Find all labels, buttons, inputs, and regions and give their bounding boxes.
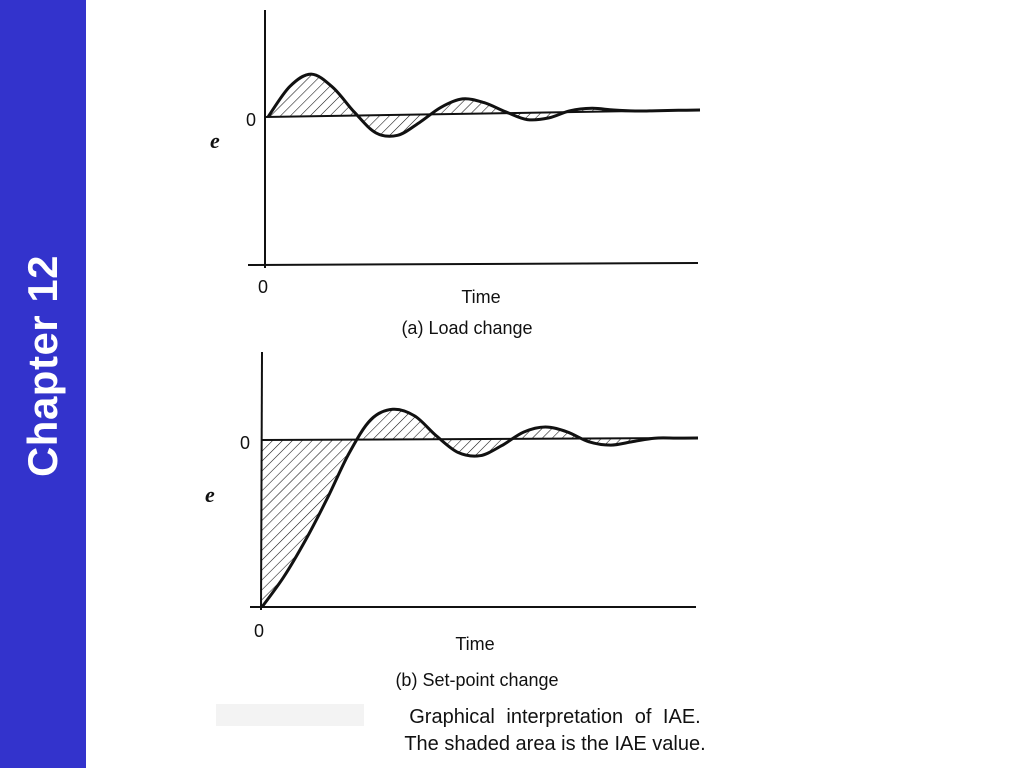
chart-b-y-axis: [260, 351, 263, 611]
chart-a-xlabel: Time: [461, 287, 500, 307]
chart-b-ylabel: e: [205, 482, 215, 507]
chart-a-iae-area: [268, 74, 700, 137]
chart-a-x-tick-zero: 0: [258, 277, 268, 297]
chart-b-title: (b) Set-point change: [395, 670, 558, 690]
chart-b-xlabel: Time: [455, 634, 494, 654]
chart-b-error-curve: [260, 407, 699, 608]
chart-a-y-tick-zero: 0: [246, 110, 256, 130]
chart-a-error-curve: [266, 72, 701, 138]
chart-b-iae-area: [262, 409, 698, 607]
chart-set-point-change: 0 0 e Time (b) Set-point change: [205, 351, 699, 690]
chart-a-title: (a) Load change: [401, 318, 532, 338]
scan-artifact: [216, 704, 364, 726]
chart-load-change: 0 0 e Time (a) Load change: [210, 10, 701, 338]
chart-a-x-axis: [247, 262, 699, 266]
chapter-sidebar: Chapter 12: [0, 0, 86, 768]
chart-a-ylabel: e: [210, 128, 220, 153]
chart-b-x-tick-zero: 0: [254, 621, 264, 641]
chart-b-y-tick-zero: 0: [240, 433, 250, 453]
figure-caption-line-2: The shaded area is the IAE value.: [404, 733, 706, 755]
figure-caption-line-1: Graphical interpretation of IAE.: [409, 706, 701, 728]
